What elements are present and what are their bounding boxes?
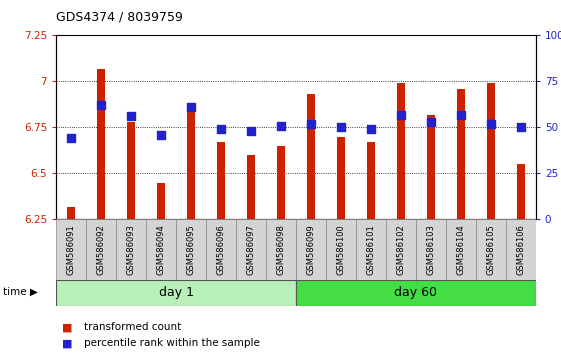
FancyBboxPatch shape	[56, 280, 296, 306]
Bar	[277, 146, 284, 219]
Point	[486, 121, 495, 127]
Point	[277, 123, 286, 129]
Text: day 60: day 60	[394, 286, 438, 299]
Text: GSM586099: GSM586099	[306, 224, 315, 275]
Text: GSM586092: GSM586092	[96, 224, 105, 275]
FancyBboxPatch shape	[476, 219, 506, 280]
Text: GSM586096: GSM586096	[217, 224, 226, 275]
Point	[127, 114, 136, 119]
FancyBboxPatch shape	[356, 219, 386, 280]
FancyBboxPatch shape	[326, 219, 356, 280]
Text: GSM586101: GSM586101	[366, 224, 375, 275]
Text: GSM586091: GSM586091	[67, 224, 76, 275]
Text: ■: ■	[62, 338, 72, 348]
Text: GSM586104: GSM586104	[456, 224, 465, 275]
Point	[516, 125, 525, 130]
Text: GSM586095: GSM586095	[186, 224, 195, 275]
Text: GDS4374 / 8039759: GDS4374 / 8039759	[56, 10, 183, 23]
Text: ■: ■	[62, 322, 72, 332]
FancyBboxPatch shape	[506, 219, 536, 280]
Point	[246, 128, 255, 134]
Text: day 1: day 1	[159, 286, 194, 299]
Bar	[457, 89, 465, 219]
Point	[157, 132, 165, 138]
Bar	[367, 142, 375, 219]
FancyBboxPatch shape	[296, 219, 326, 280]
Text: GSM586102: GSM586102	[397, 224, 406, 275]
Point	[96, 103, 105, 108]
FancyBboxPatch shape	[176, 219, 206, 280]
Text: time ▶: time ▶	[3, 287, 38, 297]
Text: GSM586097: GSM586097	[246, 224, 255, 275]
FancyBboxPatch shape	[206, 219, 236, 280]
Text: transformed count: transformed count	[84, 322, 181, 332]
Bar	[487, 83, 495, 219]
FancyBboxPatch shape	[56, 219, 86, 280]
FancyBboxPatch shape	[116, 219, 146, 280]
FancyBboxPatch shape	[416, 219, 446, 280]
Bar	[97, 69, 105, 219]
Text: GSM586093: GSM586093	[127, 224, 136, 275]
Text: percentile rank within the sample: percentile rank within the sample	[84, 338, 260, 348]
Text: GSM586098: GSM586098	[277, 224, 286, 275]
Bar	[127, 122, 135, 219]
Bar	[397, 83, 404, 219]
Bar	[247, 155, 255, 219]
Bar	[67, 207, 75, 219]
FancyBboxPatch shape	[296, 280, 536, 306]
Bar	[307, 94, 315, 219]
Point	[186, 104, 195, 110]
Text: GSM586103: GSM586103	[426, 224, 435, 275]
Point	[306, 121, 315, 127]
Text: GSM586105: GSM586105	[486, 224, 495, 275]
Point	[366, 126, 375, 132]
Bar	[217, 142, 225, 219]
Text: GSM586106: GSM586106	[516, 224, 525, 275]
Bar	[427, 115, 435, 219]
FancyBboxPatch shape	[236, 219, 266, 280]
Text: GSM586094: GSM586094	[157, 224, 165, 275]
Bar	[517, 164, 525, 219]
Bar	[157, 183, 165, 219]
Bar	[187, 107, 195, 219]
FancyBboxPatch shape	[86, 219, 116, 280]
Point	[67, 136, 76, 141]
Point	[397, 112, 406, 118]
Point	[426, 119, 435, 125]
Point	[217, 126, 226, 132]
Point	[456, 112, 465, 118]
Bar	[337, 137, 344, 219]
FancyBboxPatch shape	[446, 219, 476, 280]
Point	[337, 125, 346, 130]
Text: GSM586100: GSM586100	[337, 224, 346, 275]
FancyBboxPatch shape	[386, 219, 416, 280]
FancyBboxPatch shape	[146, 219, 176, 280]
FancyBboxPatch shape	[266, 219, 296, 280]
